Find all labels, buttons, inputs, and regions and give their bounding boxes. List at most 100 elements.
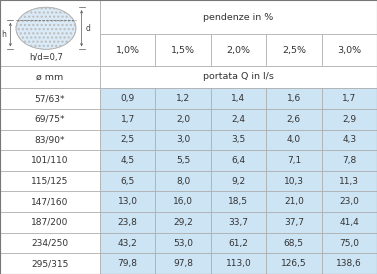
Bar — [322, 171, 377, 192]
Text: 126,5: 126,5 — [281, 259, 307, 268]
Bar — [0, 109, 100, 130]
Text: 23,8: 23,8 — [118, 218, 138, 227]
Bar — [155, 88, 211, 109]
Bar — [100, 66, 377, 88]
Bar — [155, 233, 211, 253]
Text: 18,5: 18,5 — [228, 197, 248, 206]
Bar — [100, 34, 155, 66]
Text: portata Q in l/s: portata Q in l/s — [203, 73, 274, 81]
Bar — [100, 109, 155, 130]
Bar — [211, 253, 266, 274]
Bar — [266, 212, 322, 233]
Text: 9,2: 9,2 — [231, 177, 245, 185]
Text: 23,0: 23,0 — [339, 197, 359, 206]
Text: 2,9: 2,9 — [342, 115, 356, 124]
Bar — [322, 88, 377, 109]
Text: 0,9: 0,9 — [121, 94, 135, 103]
Bar — [0, 0, 100, 66]
Text: 2,6: 2,6 — [287, 115, 301, 124]
Text: 7,1: 7,1 — [287, 156, 301, 165]
Bar — [322, 109, 377, 130]
Text: 3,0: 3,0 — [176, 135, 190, 144]
Text: 2,4: 2,4 — [231, 115, 245, 124]
Bar — [0, 212, 100, 233]
Bar — [322, 212, 377, 233]
Text: pendenze in %: pendenze in % — [203, 13, 274, 22]
Bar — [211, 109, 266, 130]
Text: 6,4: 6,4 — [231, 156, 245, 165]
Bar — [322, 233, 377, 253]
Text: 16,0: 16,0 — [173, 197, 193, 206]
Text: 13,0: 13,0 — [118, 197, 138, 206]
Ellipse shape — [16, 7, 76, 49]
Bar — [155, 109, 211, 130]
Text: 4,0: 4,0 — [287, 135, 301, 144]
Bar — [322, 253, 377, 274]
Text: 115/125: 115/125 — [31, 177, 69, 185]
Bar — [266, 130, 322, 150]
Text: 1,0%: 1,0% — [116, 45, 139, 55]
Text: 43,2: 43,2 — [118, 239, 138, 247]
Text: 68,5: 68,5 — [284, 239, 304, 247]
Text: d: d — [86, 24, 91, 33]
Text: 3,5: 3,5 — [231, 135, 245, 144]
Bar — [211, 88, 266, 109]
Bar — [211, 212, 266, 233]
Bar — [211, 150, 266, 171]
Text: 79,8: 79,8 — [118, 259, 138, 268]
Bar — [211, 130, 266, 150]
Text: 5,5: 5,5 — [176, 156, 190, 165]
Bar — [322, 192, 377, 212]
Bar — [266, 150, 322, 171]
Text: 57/63*: 57/63* — [35, 94, 65, 103]
Text: ø mm: ø mm — [36, 73, 64, 81]
Text: 234/250: 234/250 — [31, 239, 69, 247]
Text: 1,5%: 1,5% — [171, 45, 195, 55]
Bar — [211, 192, 266, 212]
Bar — [0, 171, 100, 192]
Text: 11,3: 11,3 — [339, 177, 359, 185]
Text: 1,7: 1,7 — [342, 94, 356, 103]
Bar — [266, 233, 322, 253]
Bar — [155, 212, 211, 233]
Bar — [100, 253, 155, 274]
Bar — [0, 88, 100, 109]
Bar — [0, 130, 100, 150]
Text: 1,7: 1,7 — [121, 115, 135, 124]
Bar — [100, 212, 155, 233]
Text: 69/75*: 69/75* — [35, 115, 65, 124]
Bar — [100, 233, 155, 253]
Bar — [266, 34, 322, 66]
Bar — [266, 253, 322, 274]
Text: 21,0: 21,0 — [284, 197, 304, 206]
Text: 61,2: 61,2 — [228, 239, 248, 247]
Bar — [155, 130, 211, 150]
Text: h: h — [1, 30, 6, 39]
Bar — [100, 192, 155, 212]
Bar — [266, 109, 322, 130]
Bar — [0, 192, 100, 212]
Text: 97,8: 97,8 — [173, 259, 193, 268]
Bar — [266, 192, 322, 212]
Text: 2,0: 2,0 — [176, 115, 190, 124]
Bar — [0, 66, 100, 88]
Bar — [0, 253, 100, 274]
Text: 4,3: 4,3 — [342, 135, 356, 144]
Bar — [211, 171, 266, 192]
Text: 2,5: 2,5 — [121, 135, 135, 144]
Text: 1,6: 1,6 — [287, 94, 301, 103]
Bar — [211, 34, 266, 66]
Bar — [155, 192, 211, 212]
Text: 295/315: 295/315 — [31, 259, 69, 268]
Bar — [155, 34, 211, 66]
Bar — [0, 233, 100, 253]
Text: 1,4: 1,4 — [231, 94, 245, 103]
Text: 29,2: 29,2 — [173, 218, 193, 227]
Text: 187/200: 187/200 — [31, 218, 69, 227]
Bar — [100, 171, 155, 192]
Text: 113,0: 113,0 — [225, 259, 251, 268]
Bar — [155, 171, 211, 192]
Text: 33,7: 33,7 — [228, 218, 248, 227]
Bar — [0, 150, 100, 171]
Bar — [211, 233, 266, 253]
